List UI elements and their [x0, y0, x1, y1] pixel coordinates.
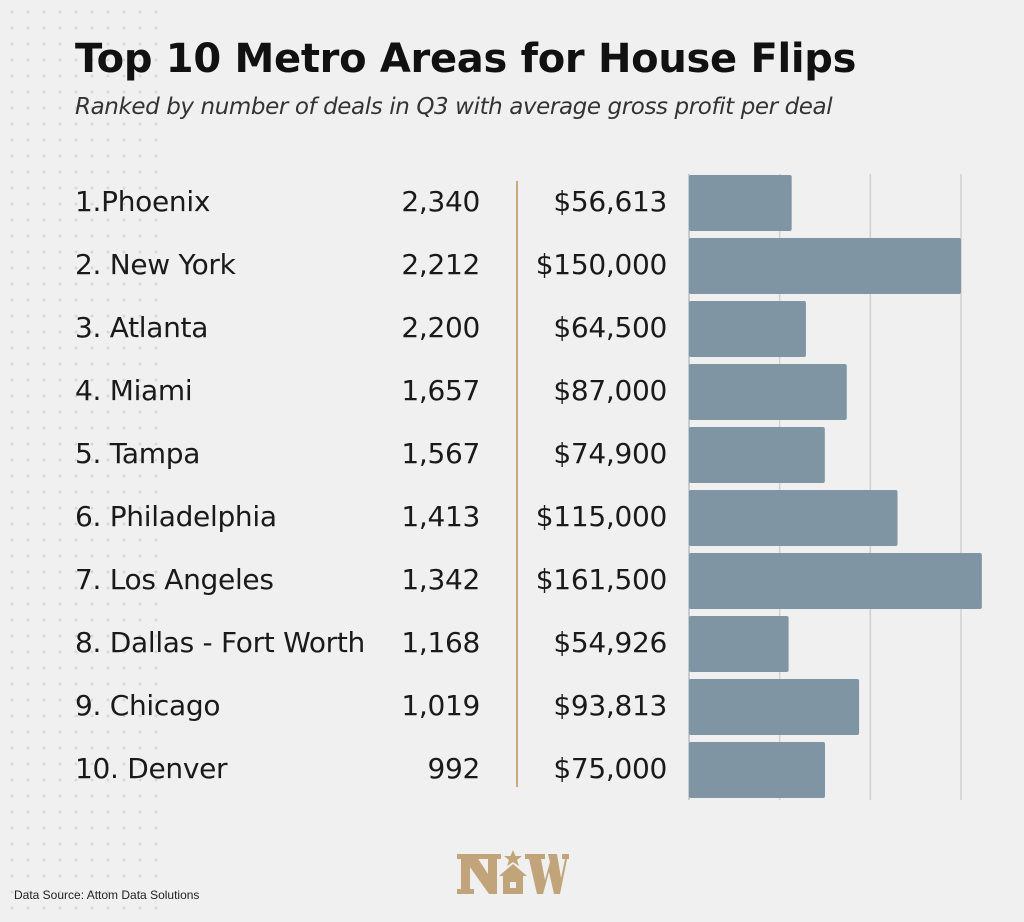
dot-pattern-decoration	[0, 0, 160, 922]
metro-label: 4. Miami	[75, 374, 193, 407]
deals-count: 1,019	[401, 689, 480, 722]
deals-count: 1,413	[401, 500, 480, 533]
metro-label: 2. New York	[75, 248, 236, 281]
deals-count: 1,567	[401, 437, 480, 470]
profit-bar	[689, 553, 982, 609]
profit-bar	[689, 175, 792, 231]
chart-title: Top 10 Metro Areas for House Flips	[75, 36, 857, 82]
deals-count: 1,168	[401, 626, 480, 659]
profit-value: $150,000	[535, 248, 668, 281]
profit-bar	[689, 742, 825, 798]
deals-count: 2,200	[401, 311, 480, 344]
profit-value: $115,000	[535, 500, 668, 533]
metro-label: 1.Phoenix	[75, 185, 211, 218]
metro-label: 9. Chicago	[75, 689, 221, 722]
metro-label: 7. Los Angeles	[75, 563, 274, 596]
profit-bar	[689, 427, 825, 483]
profit-value: $74,900	[553, 437, 667, 470]
deals-count: 2,212	[401, 248, 480, 281]
profit-bar	[689, 679, 860, 735]
column-divider	[516, 181, 518, 787]
deals-count: 992	[427, 752, 480, 785]
metro-label: 10. Denver	[75, 752, 228, 785]
profit-bar	[689, 301, 806, 357]
profit-value: $93,813	[553, 689, 667, 722]
profit-value: $64,500	[553, 311, 667, 344]
profit-value: $56,613	[553, 185, 667, 218]
metro-label: 5. Tampa	[75, 437, 201, 470]
profit-bar	[689, 490, 898, 546]
nw-logo	[457, 850, 569, 894]
profit-bar	[689, 364, 847, 420]
data-source-note: Data Source: Attom Data Solutions	[14, 888, 200, 902]
profit-value: $54,926	[553, 626, 667, 659]
profit-value: $87,000	[553, 374, 667, 407]
metro-label: 3. Atlanta	[75, 311, 209, 344]
metro-label: 8. Dallas - Fort Worth	[75, 626, 365, 659]
profit-value: $161,500	[535, 563, 668, 596]
chart-subtitle: Ranked by number of deals in Q3 with ave…	[75, 94, 833, 120]
profit-bar	[689, 238, 961, 294]
deals-count: 1,657	[401, 374, 480, 407]
deals-count: 2,340	[401, 185, 480, 218]
profit-value: $75,000	[553, 752, 667, 785]
metro-label: 6. Philadelphia	[75, 500, 277, 533]
profit-bar	[689, 616, 789, 672]
deals-count: 1,342	[401, 563, 480, 596]
